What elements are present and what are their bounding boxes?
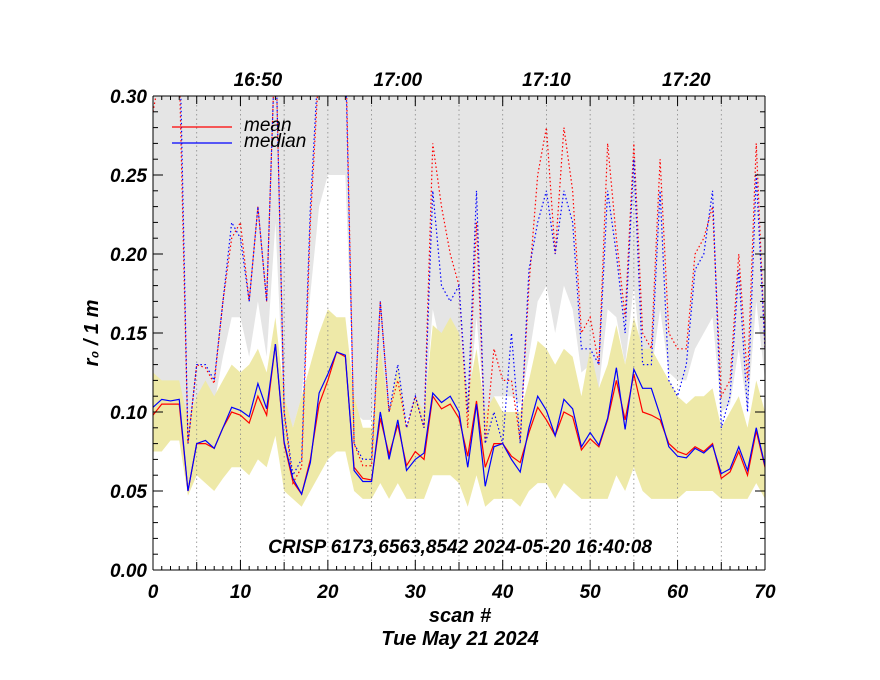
x-tick-label: 70 — [754, 582, 776, 603]
legend: mean median — [172, 115, 306, 152]
date-label: Tue May 21 2024 — [381, 628, 539, 650]
x-tick-label: 0 — [148, 582, 159, 603]
y-tick-label: 0.20 — [110, 245, 147, 266]
x-tick-label: 10 — [230, 582, 252, 603]
x-axis-label: scan # — [429, 605, 492, 627]
x-tick-label: 30 — [405, 582, 427, 603]
y-tick-label: 0.15 — [110, 324, 147, 345]
legend-mean-label: mean — [244, 115, 292, 136]
y-tick-label: 0.00 — [110, 561, 147, 582]
spread-band-lower — [153, 309, 765, 507]
legend-median-label: median — [244, 131, 306, 152]
y-tick-label: 0.25 — [110, 166, 147, 187]
top-time-label: 17:20 — [662, 70, 711, 91]
x-tick-label: 40 — [491, 582, 514, 603]
y-tick-label: 0.05 — [110, 482, 147, 503]
series-median-dotted — [180, 96, 765, 478]
x-tick-label: 50 — [580, 582, 602, 603]
top-time-label: 17:00 — [373, 70, 422, 91]
top-time-label: 16:50 — [234, 70, 283, 91]
y-tick-label: 0.10 — [110, 403, 147, 424]
x-tick-label: 20 — [316, 582, 339, 603]
y-tick-label: 0.30 — [110, 87, 147, 108]
y-axis-label: r₀ / 1 m — [81, 300, 103, 367]
series-median — [153, 343, 765, 496]
x-tick-label: 60 — [667, 582, 689, 603]
plot-annotation: CRISP 6173,6563,8542 2024-05-20 16:40:08 — [268, 537, 652, 558]
top-time-label: 17:10 — [522, 70, 571, 91]
